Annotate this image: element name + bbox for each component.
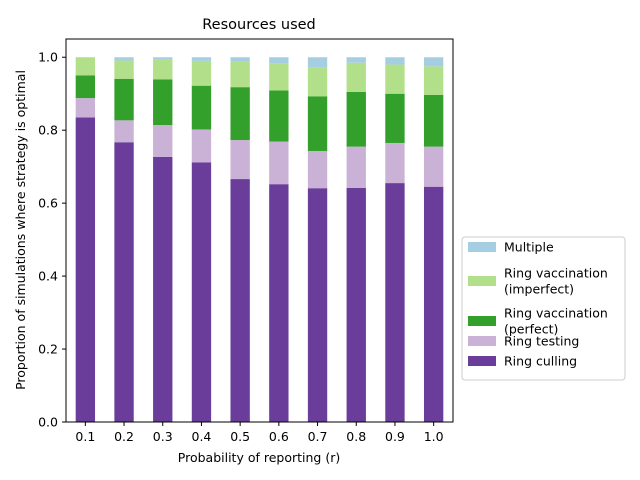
y-tick-label: 1.0 — [38, 50, 58, 65]
bar-segment-0.9-1 — [385, 142, 405, 184]
bar-segment-0.1-2 — [75, 75, 96, 99]
bar-segment-0.9-3 — [385, 64, 405, 94]
bar-segment-1.0-0 — [423, 186, 444, 422]
x-tick-label: 0.6 — [269, 429, 289, 444]
bar-segment-0.2-0 — [114, 142, 134, 423]
x-tick-label: 1.0 — [424, 429, 444, 444]
bar-segment-0.4-0 — [191, 162, 212, 422]
legend-entry: Ring vaccination (perfect) — [504, 306, 608, 337]
bar-segment-0.9-0 — [385, 183, 405, 422]
bar-segment-0.1-0 — [75, 117, 96, 422]
x-tick-label: 0.7 — [308, 429, 328, 444]
bar-segment-0.2-4 — [114, 57, 134, 61]
bar-segment-0.7-2 — [307, 96, 328, 151]
bar-segment-0.3-0 — [153, 156, 173, 422]
legend-swatch — [468, 276, 496, 286]
bar-segment-0.7-4 — [307, 57, 328, 68]
bar-segment-0.4-1 — [191, 129, 212, 163]
bar-segment-0.3-1 — [153, 125, 173, 157]
bar-segment-0.8-3 — [346, 62, 366, 92]
x-tick-label: 0.8 — [346, 429, 366, 444]
x-tick-label: 0.1 — [75, 429, 95, 444]
legend-entry: Ring testing — [504, 334, 579, 349]
legend-swatch — [468, 316, 496, 326]
bar-segment-0.2-2 — [114, 78, 134, 121]
bar-segment-0.2-1 — [114, 120, 134, 143]
bar-segment-0.8-4 — [346, 57, 366, 63]
bar-segment-0.6-1 — [269, 141, 289, 185]
bar-segment-0.1-1 — [75, 98, 96, 118]
legend-entry: Ring culling — [504, 354, 577, 369]
bar-segment-0.4-2 — [191, 85, 212, 130]
x-tick-label: 0.5 — [230, 429, 250, 444]
legend: Multiple Ring vaccination (imperfect) Ring … — [461, 236, 626, 381]
bar-segment-0.6-4 — [269, 57, 289, 64]
bar-segment-1.0-3 — [423, 66, 444, 95]
bar-segment-0.3-4 — [153, 57, 173, 60]
plot-area — [75, 57, 444, 423]
legend-swatch — [468, 336, 496, 346]
bar-segment-0.9-4 — [385, 57, 405, 65]
bar-segment-0.5-1 — [230, 140, 250, 180]
bar-segment-0.5-2 — [230, 87, 250, 141]
bar-segment-0.7-0 — [307, 188, 328, 422]
x-axis: 0.1 0.2 0.3 0.4 0.5 0.6 0.7 0.8 0.9 1.0 — [75, 422, 444, 444]
x-axis-label: Probability of reporting (r) — [178, 450, 340, 465]
bar-segment-1.0-2 — [423, 94, 444, 147]
bar-segment-0.5-4 — [230, 57, 250, 62]
x-tick-label: 0.4 — [192, 429, 212, 444]
x-tick-label: 0.3 — [153, 429, 173, 444]
y-tick-label: 0.0 — [38, 415, 58, 430]
x-tick-label: 0.9 — [385, 429, 405, 444]
legend-swatch — [468, 356, 496, 366]
x-tick-label: 0.2 — [114, 429, 134, 444]
bar-segment-0.7-3 — [307, 67, 328, 97]
bar-segment-1.0-1 — [423, 146, 444, 187]
y-axis: 0.0 0.2 0.4 0.6 0.8 1.0 — [38, 50, 66, 430]
y-axis-label: Proportion of simulations where strategy… — [13, 70, 28, 390]
bar-segment-0.4-4 — [191, 57, 212, 61]
bar-segment-0.8-2 — [346, 91, 366, 147]
y-tick-label: 0.2 — [38, 342, 58, 357]
bar-segment-0.8-0 — [346, 187, 366, 422]
y-tick-label: 0.4 — [38, 269, 58, 284]
legend-swatch — [468, 242, 496, 252]
bar-segment-0.5-3 — [230, 61, 250, 88]
bar-segment-0.6-0 — [269, 184, 289, 422]
bar-segment-0.4-3 — [191, 60, 212, 86]
bar-segment-0.6-3 — [269, 63, 289, 91]
legend-box — [461, 236, 626, 381]
bar-segment-0.5-0 — [230, 179, 250, 422]
bar-segment-0.1-3 — [75, 57, 96, 76]
chart-title: Resources used — [202, 17, 316, 33]
bar-segment-1.0-4 — [423, 57, 444, 67]
bar-segment-0.2-3 — [114, 60, 134, 79]
legend-entry: Multiple — [504, 240, 554, 255]
y-tick-label: 0.8 — [38, 123, 58, 138]
bar-segment-0.6-2 — [269, 90, 289, 142]
bar-segment-0.3-3 — [153, 59, 173, 80]
y-tick-label: 0.6 — [38, 196, 58, 211]
bar-segment-0.8-1 — [346, 146, 366, 188]
bar-segment-0.3-2 — [153, 79, 173, 126]
legend-entry: Ring vaccination (imperfect) — [504, 266, 608, 297]
axes-frame — [65, 38, 454, 423]
bar-segment-0.9-2 — [385, 93, 405, 143]
bar-segment-0.7-1 — [307, 150, 328, 189]
